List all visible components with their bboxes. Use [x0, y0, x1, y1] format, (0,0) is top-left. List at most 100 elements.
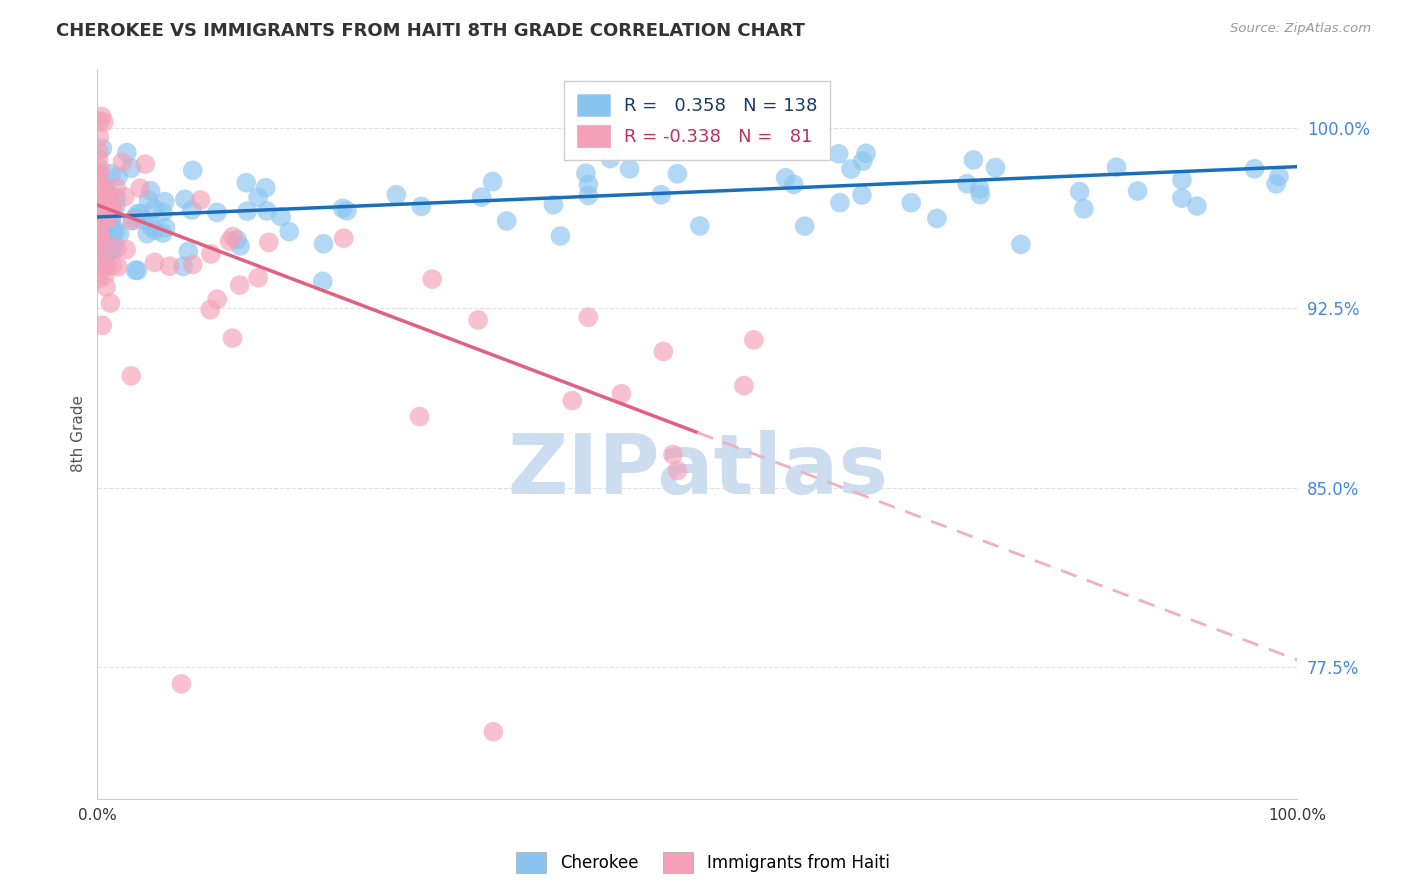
Point: [247, 190, 270, 204]
Y-axis label: 8th Grade: 8th Grade: [72, 395, 86, 472]
Point: [180, 203, 202, 218]
Point: [100, 201, 122, 215]
Point: [1073, 202, 1095, 216]
Point: [93, 211, 115, 225]
Point: [101, 235, 124, 249]
Point: [138, 193, 160, 207]
Point: [87, 144, 110, 158]
Point: [652, 344, 675, 359]
Point: [610, 386, 633, 401]
Point: [89, 130, 111, 145]
Point: [93, 202, 115, 217]
Point: [132, 212, 155, 227]
Point: [87, 169, 110, 184]
Point: [1243, 161, 1265, 176]
Point: [205, 205, 228, 219]
Point: [98, 200, 121, 214]
Point: [87, 166, 110, 180]
Point: [134, 157, 156, 171]
Point: [143, 223, 166, 237]
Point: [129, 206, 152, 220]
Point: [87, 152, 110, 166]
Point: [121, 214, 143, 228]
Point: [172, 260, 194, 274]
Point: [278, 225, 301, 239]
Point: [221, 331, 243, 345]
Point: [93, 256, 115, 270]
Point: [152, 226, 174, 240]
Point: [127, 263, 149, 277]
Point: [181, 163, 204, 178]
Point: [181, 258, 204, 272]
Point: [107, 260, 129, 274]
Point: [120, 161, 142, 175]
Point: [89, 114, 111, 128]
Legend: Cherokee, Immigrants from Haiti: Cherokee, Immigrants from Haiti: [510, 846, 896, 880]
Point: [742, 333, 765, 347]
Point: [775, 170, 797, 185]
Point: [93, 194, 115, 209]
Point: [93, 231, 115, 245]
Point: [87, 214, 110, 228]
Point: [136, 227, 159, 241]
Point: [87, 240, 110, 254]
Point: [467, 313, 489, 327]
Point: [793, 219, 815, 233]
Point: [543, 198, 565, 212]
Point: [173, 192, 195, 206]
Point: [969, 187, 991, 202]
Point: [87, 233, 110, 247]
Point: [87, 219, 110, 234]
Point: [98, 198, 121, 212]
Point: [312, 274, 335, 288]
Point: [101, 258, 124, 272]
Point: [115, 145, 138, 160]
Point: [100, 212, 122, 227]
Point: [96, 216, 118, 230]
Point: [550, 229, 572, 244]
Point: [689, 219, 711, 233]
Point: [87, 199, 110, 213]
Point: [94, 268, 117, 283]
Point: [93, 237, 115, 252]
Point: [256, 204, 278, 219]
Point: [101, 202, 124, 216]
Point: [87, 179, 110, 194]
Point: [143, 255, 166, 269]
Point: [152, 205, 174, 219]
Point: [101, 243, 124, 257]
Point: [153, 194, 176, 209]
Point: [1069, 185, 1091, 199]
Point: [89, 189, 111, 203]
Point: [93, 115, 115, 129]
Point: [1126, 184, 1149, 198]
Point: [90, 230, 112, 244]
Point: [662, 447, 685, 461]
Point: [733, 378, 755, 392]
Point: [87, 272, 110, 286]
Point: [94, 280, 117, 294]
Point: [120, 368, 142, 383]
Point: [561, 393, 583, 408]
Point: [332, 231, 354, 245]
Point: [87, 228, 110, 243]
Point: [170, 677, 193, 691]
Point: [89, 161, 111, 176]
Point: [90, 231, 112, 245]
Point: [1010, 237, 1032, 252]
Point: [1268, 169, 1291, 184]
Point: [666, 464, 689, 478]
Point: [90, 225, 112, 239]
Point: [312, 236, 335, 251]
Point: [839, 161, 862, 176]
Point: [87, 223, 110, 237]
Point: [87, 186, 110, 200]
Point: [114, 190, 136, 204]
Point: [89, 245, 111, 260]
Point: [94, 191, 117, 205]
Point: [226, 233, 249, 247]
Point: [108, 227, 131, 241]
Text: Source: ZipAtlas.com: Source: ZipAtlas.com: [1230, 22, 1371, 36]
Point: [336, 203, 359, 218]
Point: [87, 166, 110, 180]
